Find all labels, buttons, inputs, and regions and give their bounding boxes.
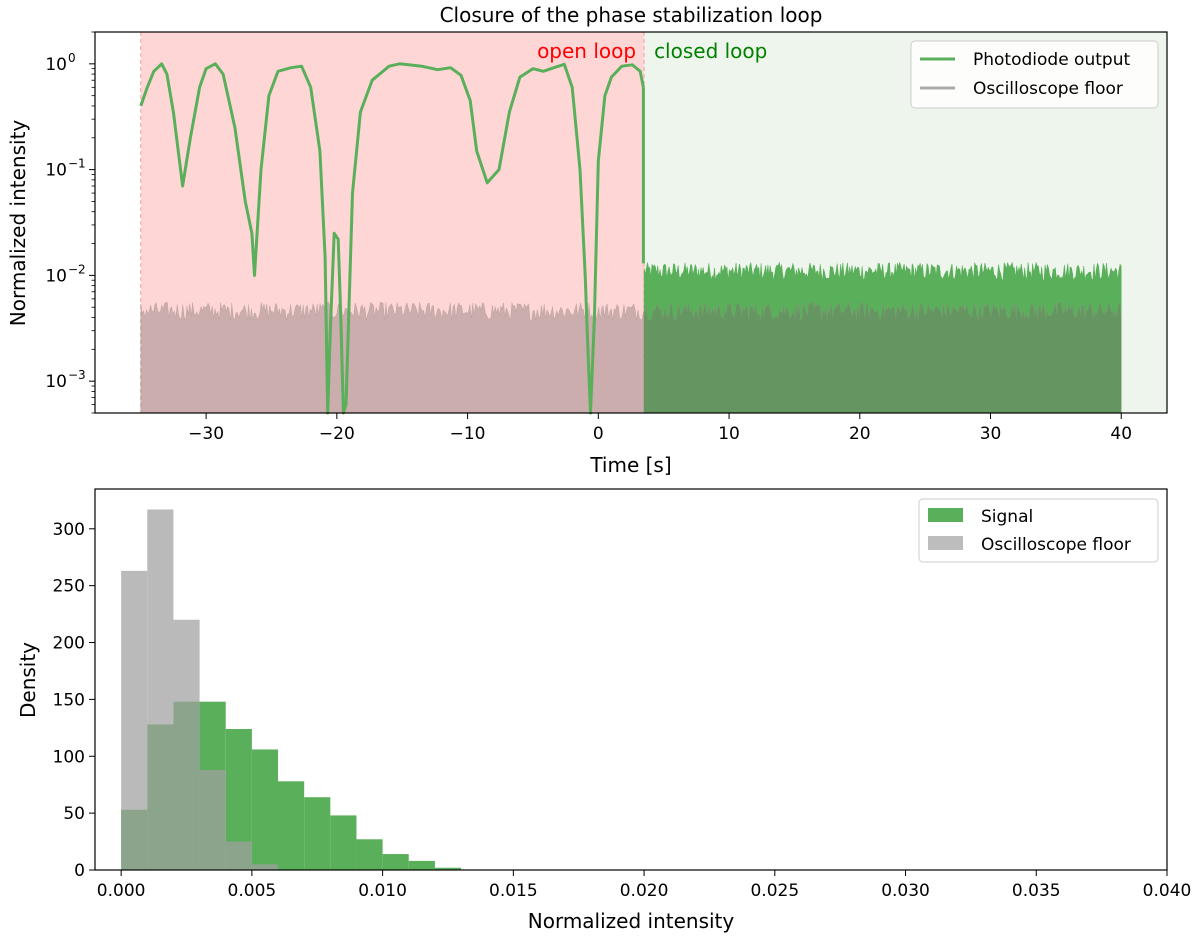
bottom-x-axis-label: Normalized intensity [528, 909, 735, 933]
bottom-y-tick-label: 0 [74, 861, 85, 881]
floor-histogram-bar [225, 841, 252, 870]
bottom-x-tick-label: 0.025 [750, 881, 799, 901]
top-plot-frame [94, 31, 1168, 414]
top-y-tick-exponent: −3 [68, 368, 86, 382]
top-x-tick-label: 10 [718, 424, 740, 444]
bottom-y-tick-label: 100 [53, 747, 85, 767]
photodiode-open-loop-line [139, 62, 645, 415]
bottom-x-tick-label: 0.030 [881, 881, 930, 901]
signal-histogram-bar [251, 749, 279, 870]
open-loop-region [140, 32, 645, 413]
top-x-axis-label: Time [s] [589, 453, 671, 477]
oscilloscope-floor-band [140, 301, 1122, 414]
bottom-y-tick-label: 250 [53, 577, 85, 597]
floor-histogram-bar [173, 619, 200, 870]
top-y-tick-exponent: 0 [68, 51, 76, 65]
bottom-x-tick-label: 0.015 [489, 881, 538, 901]
top-x-tick-label: −20 [319, 424, 355, 444]
legend-swatch-floor [928, 536, 963, 550]
bottom-x-tick-label: 0.035 [1012, 881, 1061, 901]
bottom-y-tick-label: 50 [63, 804, 85, 824]
bottom-legend: Signal Oscilloscope floor [918, 498, 1159, 563]
top-y-tick-label: 10 [45, 372, 67, 392]
top-y-axis-label: Normalized intensity [6, 120, 30, 327]
chart-title: Closure of the phase stabilization loop [440, 3, 823, 27]
bottom-x-tick-label: 0.000 [97, 881, 146, 901]
legend-label-signal: Signal [981, 507, 1033, 527]
signal-histogram-bar [382, 854, 409, 870]
signal-histogram-bar [356, 839, 383, 870]
floor-histogram-bar [121, 570, 148, 870]
bottom-y-tick-label: 300 [53, 520, 85, 540]
signal-histogram-bar [330, 815, 357, 870]
top-x-tick-label: 0 [593, 424, 604, 444]
open-loop-label: open loop [537, 39, 636, 63]
timeseries-chart: Closure of the phase stabilization loop … [6, 3, 1168, 477]
top-y-tick-label: 10 [45, 161, 67, 181]
top-y-tick-exponent: −1 [68, 157, 86, 171]
legend-label-photodiode: Photodiode output [973, 50, 1130, 70]
top-y-tick-label: 10 [45, 266, 67, 286]
bottom-x-tick-label: 0.010 [358, 881, 407, 901]
histogram-chart: 0.000 0.005 0.010 0.015 0.020 0.025 0.030 0.035… [16, 488, 1192, 933]
top-legend-box [910, 40, 1159, 109]
signal-histogram-bar [278, 781, 305, 870]
top-x-tick-label: −10 [450, 424, 486, 444]
signal-histogram-bar [434, 867, 462, 870]
top-legend: Photodiode output Oscilloscope floor [910, 40, 1159, 109]
bottom-y-tick-label: 200 [53, 634, 85, 654]
top-x-tick-label: −30 [188, 424, 224, 444]
closed-loop-label: closed loop [654, 39, 767, 63]
photodiode-closed-loop-band [643, 261, 1122, 414]
floor-histogram-bar [251, 864, 279, 870]
bottom-y-tick-label: 150 [53, 690, 85, 710]
top-y-tick-exponent: −2 [68, 262, 86, 276]
bottom-y-axis-label: Density [16, 642, 40, 718]
bottom-x-tick-label: 0.005 [228, 881, 277, 901]
signal-histogram-bar [408, 860, 435, 870]
top-y-tick-label: 10 [45, 55, 67, 75]
top-x-tick-label: 20 [849, 424, 871, 444]
top-x-tick-label: 40 [1110, 424, 1132, 444]
floor-histogram-bar [147, 509, 174, 870]
bottom-legend-box [918, 498, 1159, 563]
legend-label-floor-hist: Oscilloscope floor [981, 535, 1131, 555]
bottom-x-tick-label: 0.020 [620, 881, 669, 901]
legend-label-floor: Oscilloscope floor [973, 79, 1123, 99]
legend-swatch-signal [928, 508, 963, 522]
bottom-plot-frame [94, 488, 1168, 871]
bottom-x-tick-label: 0.040 [1143, 881, 1192, 901]
floor-histogram-bar [199, 769, 226, 870]
top-x-tick-label: 30 [980, 424, 1002, 444]
signal-histogram-bar [304, 797, 331, 870]
